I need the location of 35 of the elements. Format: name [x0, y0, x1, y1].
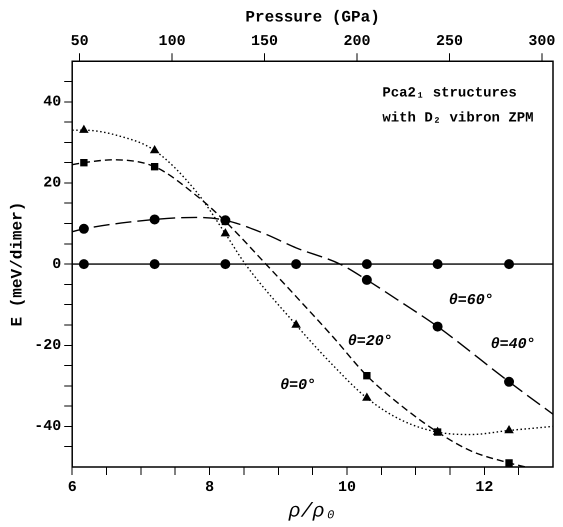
- x2-tick-label: 50: [70, 32, 89, 50]
- y-tick-label: 40: [43, 94, 62, 111]
- x-tick-label: 12: [475, 478, 494, 496]
- x-tick-label: 8: [205, 478, 214, 496]
- x2-tick-label: 100: [158, 32, 186, 50]
- point: [504, 376, 514, 387]
- annotation: Pca2₁ structures: [382, 85, 517, 102]
- point: [363, 372, 371, 380]
- x2-tick-label: 150: [251, 32, 278, 50]
- point: [362, 274, 372, 285]
- point: [504, 425, 514, 434]
- x-axis-title: ρ/ρ₀: [288, 500, 337, 524]
- y-tick-label: -40: [34, 418, 62, 436]
- x2-tick-label: 300: [528, 32, 556, 50]
- point: [362, 393, 372, 401]
- point: [79, 125, 88, 133]
- y-tick-label: -20: [34, 337, 62, 354]
- x-tick-label: 6: [68, 478, 77, 496]
- annotation: with D₂ vibron ZPM: [382, 110, 534, 127]
- point: [150, 163, 158, 170]
- point: [80, 158, 88, 166]
- point: [150, 214, 160, 224]
- x2-tick-label: 200: [343, 32, 370, 50]
- point: [220, 228, 230, 236]
- y-tick-label: 0: [52, 256, 62, 273]
- annotation: θ=0°: [280, 376, 316, 394]
- y-axis-title: E (meV/dimer): [8, 202, 27, 327]
- y-tick-label: 20: [43, 174, 62, 192]
- x2-tick-label: 250: [436, 32, 463, 50]
- annotation: θ=40°: [490, 336, 536, 354]
- annotation: θ=20°: [348, 332, 393, 350]
- x-tick-label: 10: [338, 478, 356, 496]
- annotation: θ=60°: [448, 292, 494, 309]
- point: [432, 322, 443, 332]
- x2-axis-title: Pressure (GPa): [245, 8, 380, 27]
